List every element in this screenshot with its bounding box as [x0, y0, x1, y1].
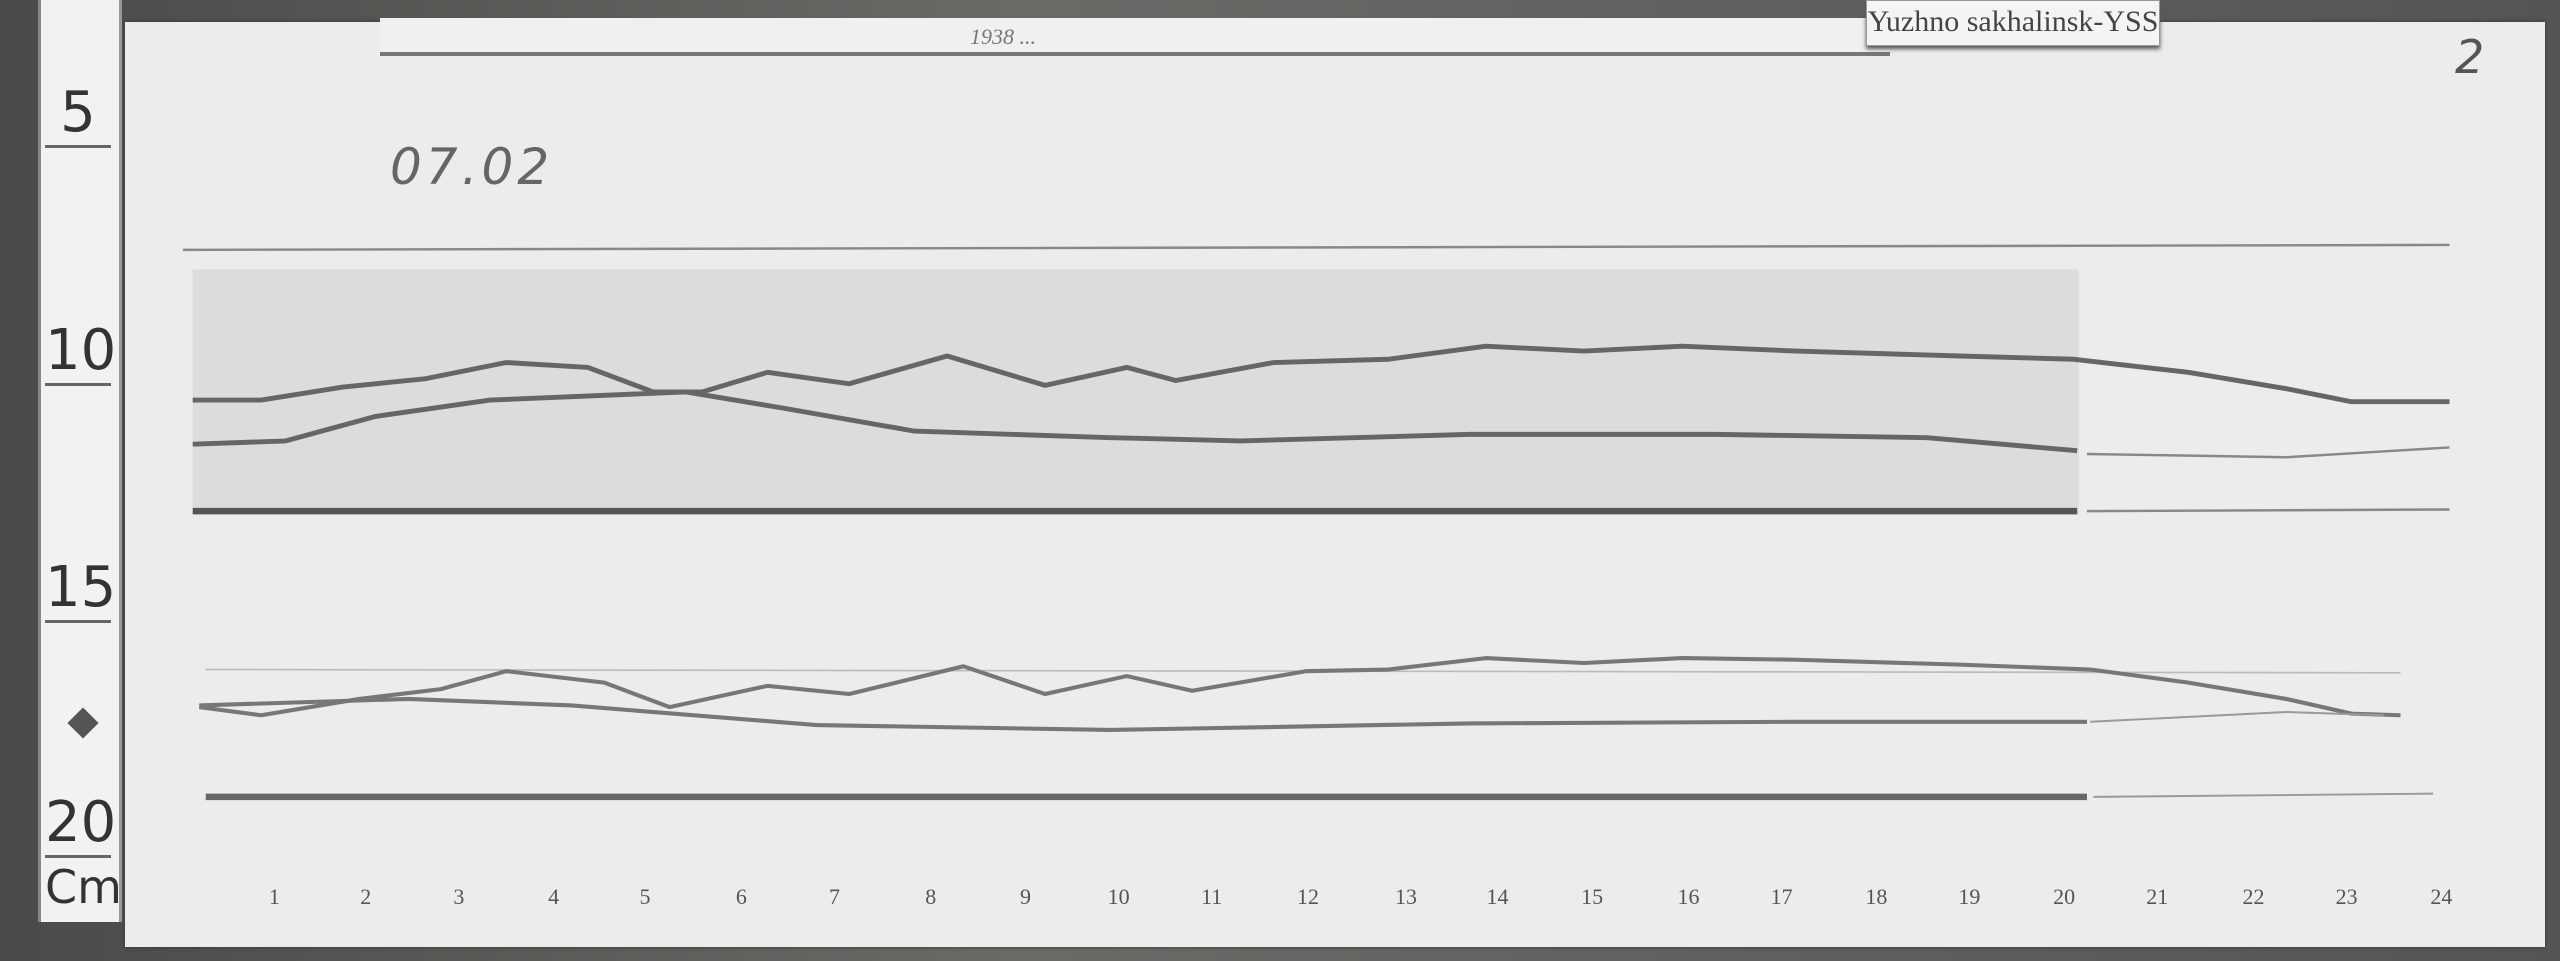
ruler-label-15: 15	[45, 555, 116, 623]
hour-label: 6	[735, 884, 747, 909]
exposure-band	[192, 269, 2079, 515]
hour-label: 19	[1958, 884, 1981, 909]
upper-baseline-continuation	[2086, 508, 2450, 513]
hour-label: 3	[453, 884, 465, 909]
upper-trace-2-continuation	[2086, 446, 2450, 459]
hour-label: 13	[1395, 884, 1417, 909]
header-note: 1938 ...	[970, 24, 1036, 49]
hour-label: 14	[1486, 884, 1509, 909]
hour-label: 8	[925, 884, 937, 909]
ruler-label-10: 10	[45, 318, 116, 386]
lower-baseline-continuation	[2093, 792, 2434, 798]
hour-label: 18	[1865, 884, 1888, 909]
sheet-number: 2	[2455, 30, 2485, 84]
hour-label: 9	[1020, 884, 1032, 909]
ruler-label-20: 20	[45, 790, 116, 858]
cm-ruler: 5 10 15 20 Cm	[38, 0, 122, 922]
date-annotation: 07.02	[390, 138, 554, 196]
hour-label: 21	[2146, 884, 2169, 909]
ruler-unit: Cm	[45, 860, 122, 914]
hour-label: 2	[360, 884, 372, 909]
lower-trace-2-continuation	[2090, 711, 2385, 723]
hour-label: 20	[2053, 884, 2076, 909]
upper-trace-1	[192, 343, 2450, 405]
hour-label: 1	[268, 884, 280, 909]
hour-label: 7	[828, 884, 840, 909]
hour-label: 22	[2242, 884, 2265, 909]
top-reference-line	[182, 243, 2450, 252]
hour-label: 11	[1201, 884, 1223, 909]
station-label: Yuzhno sakhalinsk-YSS	[1866, 0, 2160, 46]
hour-label: 10	[1107, 884, 1130, 909]
ruler-label-5: 5	[45, 80, 111, 148]
hour-label: 24	[2430, 884, 2453, 909]
header-strip	[380, 18, 1890, 56]
lower-trace-2	[199, 696, 2087, 732]
hour-label: 5	[639, 884, 651, 909]
hour-label: 4	[548, 884, 560, 909]
upper-trace-2	[192, 389, 2078, 454]
hour-label: 15	[1581, 884, 1604, 909]
hour-label: 16	[1677, 884, 1700, 909]
lower-trace-1	[198, 656, 2401, 718]
hour-label: 17	[1770, 884, 1793, 909]
hour-label: 12	[1297, 884, 1320, 909]
hour-label: 23	[2335, 884, 2358, 909]
